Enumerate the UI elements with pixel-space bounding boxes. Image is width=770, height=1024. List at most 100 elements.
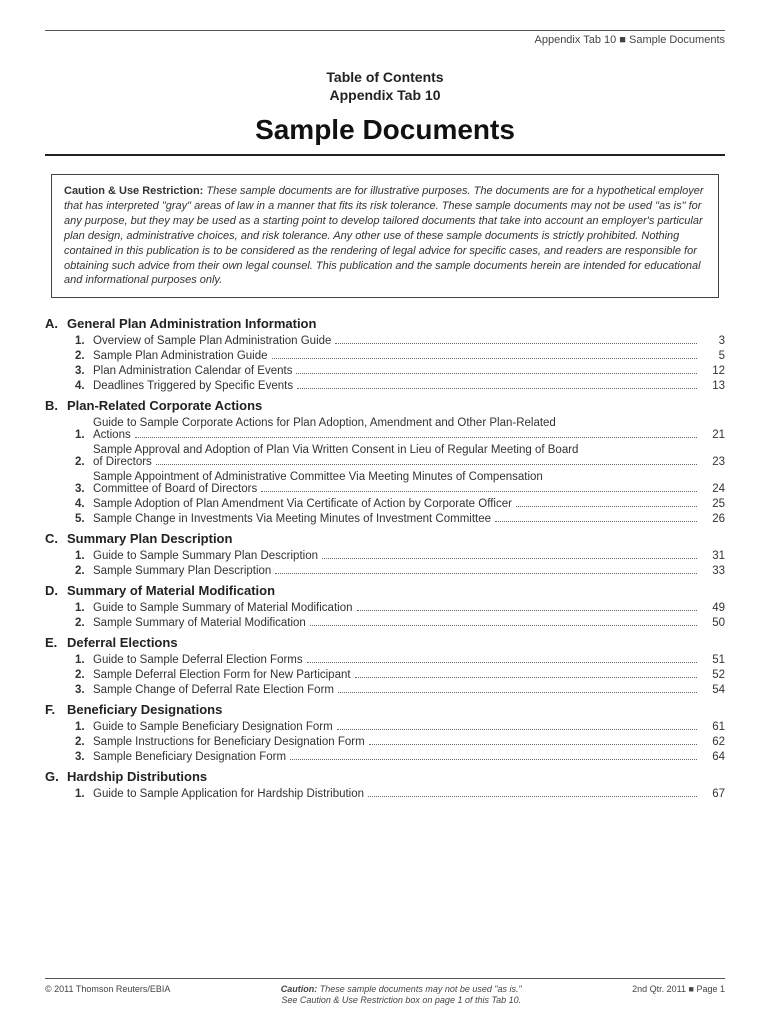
toc-section-title: General Plan Administration Information <box>67 316 316 331</box>
toc-section-letter: E. <box>45 635 67 650</box>
footer-rule <box>45 978 725 979</box>
toc-section-heading: F.Beneficiary Designations <box>45 702 725 717</box>
toc-section-heading: G.Hardship Distributions <box>45 769 725 784</box>
toc-entry-label: Sample Deferral Election Form for New Pa… <box>93 669 351 681</box>
toc-entry-number: 2. <box>75 617 93 629</box>
toc-entry-number: 3. <box>75 483 93 495</box>
footer-page-info: 2nd Qtr. 2011 ■ Page 1 <box>632 984 725 994</box>
toc-leader-dots <box>322 558 697 559</box>
toc-entry: 1.Overview of Sample Plan Administration… <box>45 335 725 347</box>
toc-section-letter: F. <box>45 702 67 717</box>
toc-section-title: Hardship Distributions <box>67 769 207 784</box>
toc-leader-dots <box>310 625 697 626</box>
toc-entry-page: 3 <box>701 335 725 347</box>
toc-entry-label: Guide to Sample Corporate Actions for Pl… <box>93 417 701 429</box>
toc-entry-label-wrap: Deadlines Triggered by Specific Events <box>93 380 701 392</box>
toc-entry: 5.Sample Change in Investments Via Meeti… <box>45 513 725 525</box>
toc-entry-label-wrap: Sample Summary Plan Description <box>93 565 701 577</box>
toc-leader-dots <box>296 373 697 374</box>
toc-entry-page: 13 <box>701 380 725 392</box>
toc-entry-number: 5. <box>75 513 93 525</box>
toc-entry: 1.Guide to Sample Application for Hardsh… <box>45 788 725 800</box>
toc-entry-page: 67 <box>701 788 725 800</box>
toc-section-title: Beneficiary Designations <box>67 702 222 717</box>
toc-entry-page: 26 <box>701 513 725 525</box>
toc-entry-label-wrap: Guide to Sample Corporate Actions for Pl… <box>93 417 701 441</box>
toc-section-title: Summary Plan Description <box>67 531 232 546</box>
toc-entry-number: 3. <box>75 365 93 377</box>
toc-leader-dots <box>357 610 698 611</box>
toc-entry-page: 21 <box>701 429 725 441</box>
toc-entry-label: Guide to Sample Summary of Material Modi… <box>93 602 353 614</box>
toc-entry-label-wrap: Sample Beneficiary Designation Form <box>93 751 701 763</box>
toc-entry: 3.Sample Change of Deferral Rate Electio… <box>45 684 725 696</box>
toc-section-heading: C.Summary Plan Description <box>45 531 725 546</box>
toc-leader-dots <box>369 744 697 745</box>
toc-entry: 2.Sample Summary Plan Description33 <box>45 565 725 577</box>
toc-entry-number: 2. <box>75 565 93 577</box>
title-rule <box>45 154 725 156</box>
toc-entry-number: 1. <box>75 721 93 733</box>
toc-entry-label: Guide to Sample Beneficiary Designation … <box>93 721 333 733</box>
toc-entry-page: 25 <box>701 498 725 510</box>
footer: © 2011 Thomson Reuters/EBIA Caution: The… <box>45 978 725 1006</box>
toc-section-title: Deferral Elections <box>67 635 178 650</box>
toc-entry-number: 3. <box>75 751 93 763</box>
toc-section: A.General Plan Administration Informatio… <box>45 316 725 392</box>
toc-entry-label: Sample Summary of Material Modification <box>93 617 306 629</box>
toc-entry-number: 2. <box>75 669 93 681</box>
toc-entry-page: 24 <box>701 483 725 495</box>
pretitle-line1: Table of Contents <box>45 68 725 86</box>
pretitle: Table of Contents Appendix Tab 10 <box>45 68 725 104</box>
toc-entry-label-wrap: Sample Plan Administration Guide <box>93 350 701 362</box>
toc-entry-number: 4. <box>75 498 93 510</box>
toc-entry-number: 2. <box>75 350 93 362</box>
toc-entry-label: Sample Instructions for Beneficiary Desi… <box>93 736 365 748</box>
caution-box: Caution & Use Restriction: These sample … <box>51 174 719 298</box>
footer-caution-line2: See Caution & Use Restriction box on pag… <box>281 995 521 1005</box>
toc-entry-page: 23 <box>701 456 725 468</box>
toc-leader-dots <box>297 388 697 389</box>
toc-entry-number: 2. <box>75 736 93 748</box>
page-title: Sample Documents <box>45 114 725 146</box>
toc-entry-label-wrap: Guide to Sample Deferral Election Forms <box>93 654 701 666</box>
caution-lead: Caution & Use Restriction: <box>64 185 203 197</box>
toc-leader-dots <box>261 491 697 492</box>
toc-section-title: Summary of Material Modification <box>67 583 275 598</box>
toc-section-title: Plan-Related Corporate Actions <box>67 398 262 413</box>
toc-entry-label-wrap: Sample Change in Investments Via Meeting… <box>93 513 701 525</box>
toc-entry-label: Sample Plan Administration Guide <box>93 350 268 362</box>
toc-section: F.Beneficiary Designations 1.Guide to Sam… <box>45 702 725 763</box>
toc-entry-label: Guide to Sample Application for Hardship… <box>93 788 364 800</box>
toc-entry-label: Sample Change in Investments Via Meeting… <box>93 513 491 525</box>
toc-entry-number: 4. <box>75 380 93 392</box>
caution-body: These sample documents are for illustrat… <box>64 185 704 286</box>
toc-section-letter: D. <box>45 583 67 598</box>
toc-entry-page: 50 <box>701 617 725 629</box>
toc-entry-continuation: Committee of Board of Directors <box>93 483 701 495</box>
toc-entry-number: 1. <box>75 602 93 614</box>
header-rule <box>45 30 725 31</box>
toc-entry-number: 1. <box>75 429 93 441</box>
table-of-contents: A.General Plan Administration Informatio… <box>45 316 725 800</box>
toc-entry-page: 64 <box>701 751 725 763</box>
toc-section-letter: C. <box>45 531 67 546</box>
toc-entry-continuation: of Directors <box>93 456 701 468</box>
toc-entry-page: 54 <box>701 684 725 696</box>
toc-entry-label: Plan Administration Calendar of Events <box>93 365 292 377</box>
toc-entry-number: 2. <box>75 456 93 468</box>
toc-entry-label-wrap: Sample Approval and Adoption of Plan Via… <box>93 444 701 468</box>
toc-leader-dots <box>135 437 697 438</box>
toc-entry-number: 1. <box>75 335 93 347</box>
toc-entry-label-wrap: Guide to Sample Application for Hardship… <box>93 788 701 800</box>
toc-leader-dots <box>275 573 697 574</box>
toc-leader-dots <box>307 662 697 663</box>
toc-entry-label: Guide to Sample Deferral Election Forms <box>93 654 303 666</box>
toc-entry-label-wrap: Sample Appointment of Administrative Com… <box>93 471 701 495</box>
toc-entry-label: Sample Adoption of Plan Amendment Via Ce… <box>93 498 512 510</box>
toc-entry: 1.Guide to Sample Summary of Material Mo… <box>45 602 725 614</box>
toc-leader-dots <box>156 464 697 465</box>
toc-section: E.Deferral Elections1.Guide to Sample De… <box>45 635 725 696</box>
toc-section: D.Summary of Material Modification 1.Guid… <box>45 583 725 629</box>
toc-entry-cont-text: Committee of Board of Directors <box>93 483 257 495</box>
